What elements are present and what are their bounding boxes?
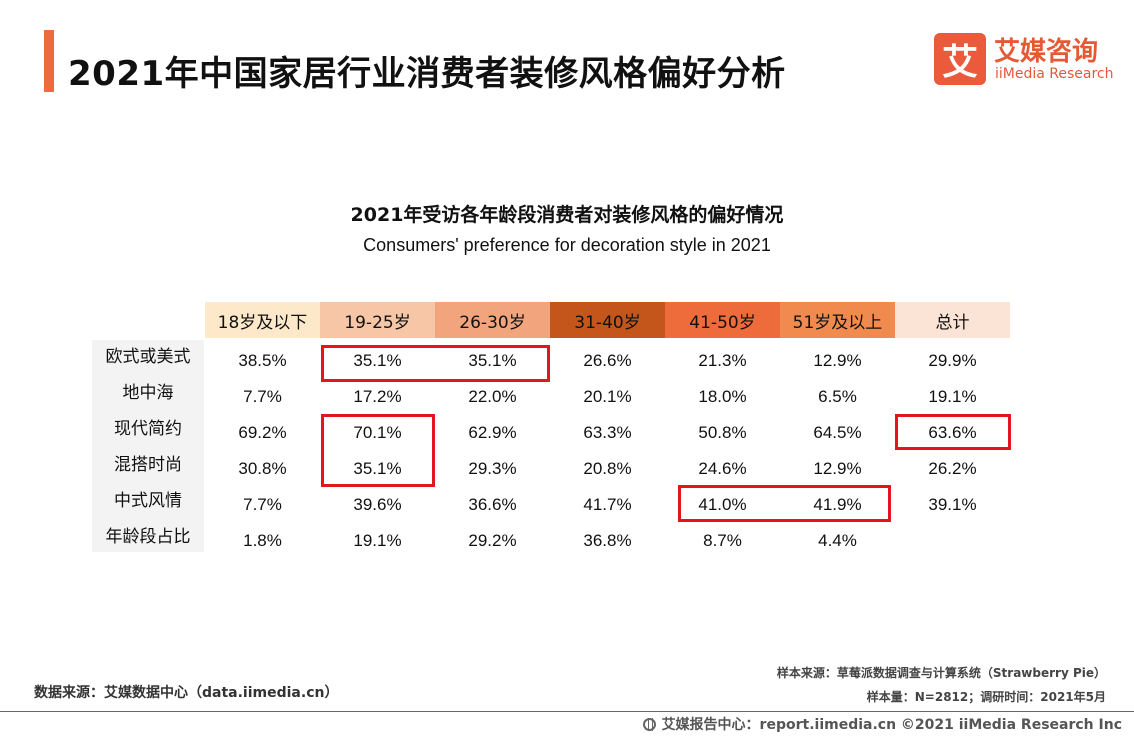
table-cell: 22.0% bbox=[468, 387, 517, 406]
table-cell: 70.1% bbox=[353, 423, 402, 442]
row-label: 中式风情 bbox=[114, 490, 182, 511]
column-header: 41-50岁 bbox=[665, 302, 780, 338]
table-cell: 21.3% bbox=[698, 351, 747, 370]
table-cell: 30.8% bbox=[238, 459, 287, 478]
table-cell: 39.6% bbox=[353, 495, 402, 514]
table-cell: 4.4% bbox=[818, 531, 857, 550]
sample-size: 样本量：N=2812；调研时间：2021年5月 bbox=[866, 690, 1106, 704]
table-cell: 69.2% bbox=[238, 423, 287, 442]
table-cell: 26.2% bbox=[928, 459, 977, 478]
page-title: 2021年中国家居行业消费者装修风格偏好分析 bbox=[68, 54, 786, 94]
column-header: 26-30岁 bbox=[435, 302, 550, 338]
table-cell: 38.5% bbox=[238, 351, 287, 370]
highlight-box-european-19-30 bbox=[321, 345, 550, 382]
table-cell: 41.0% bbox=[698, 495, 747, 514]
table-cell: 35.1% bbox=[468, 351, 517, 370]
highlight-box-total-modern bbox=[895, 414, 1011, 450]
sample-source: 样本来源：草莓派数据调查与计算系统（Strawberry Pie） bbox=[776, 666, 1106, 680]
chart-title: 2021年受访各年龄段消费者对装修风格的偏好情况 bbox=[350, 204, 784, 226]
row-label: 混搭时尚 bbox=[114, 454, 182, 475]
table-cell: 63.6% bbox=[928, 423, 977, 442]
table-cell: 20.1% bbox=[583, 387, 632, 406]
table-cell: 1.8% bbox=[243, 531, 282, 550]
table-cell: 19.1% bbox=[353, 531, 402, 550]
logo-english-name: iiMedia Research bbox=[995, 66, 1114, 82]
table-cell: 17.2% bbox=[353, 387, 402, 406]
column-header: 总计 bbox=[895, 302, 1010, 338]
table-cell: 41.9% bbox=[813, 495, 862, 514]
table-cell: 6.5% bbox=[818, 387, 857, 406]
chart-subtitle: Consumers' preference for decoration sty… bbox=[363, 235, 771, 255]
table-cell: 20.8% bbox=[583, 459, 632, 478]
data-source: 数据来源：艾媒数据中心（data.iimedia.cn） bbox=[34, 685, 339, 701]
footer-bar: 艾媒报告中心：report.iimedia.cn ©2021 iiMedia R… bbox=[642, 714, 1122, 734]
table-cell: 29.3% bbox=[468, 459, 517, 478]
table-cell: 35.1% bbox=[353, 459, 402, 478]
table-cell: 8.7% bbox=[703, 531, 742, 550]
table-cell: 50.8% bbox=[698, 423, 747, 442]
column-header: 19-25岁 bbox=[320, 302, 435, 338]
table-cell bbox=[895, 523, 1010, 559]
table-cell: 39.1% bbox=[928, 495, 977, 514]
column-header: 31-40岁 bbox=[550, 302, 665, 338]
table-cell: 7.7% bbox=[243, 495, 282, 514]
table-cell: 36.8% bbox=[583, 531, 632, 550]
report-center-text: 艾媒报告中心：report.iimedia.cn ©2021 iiMedia R… bbox=[661, 717, 1122, 733]
table-cell: 63.3% bbox=[583, 423, 632, 442]
row-label: 现代简约 bbox=[114, 418, 182, 439]
table-cell: 26.6% bbox=[583, 351, 632, 370]
column-header: 18岁及以下 bbox=[205, 302, 320, 338]
row-label: 欧式或美式 bbox=[105, 346, 191, 367]
table-cell: 19.1% bbox=[928, 387, 977, 406]
table-cell: 36.6% bbox=[468, 495, 517, 514]
table-cell: 24.6% bbox=[698, 459, 747, 478]
logo-mark: 艾 bbox=[934, 33, 986, 85]
highlight-box-19-25-modern-mixed bbox=[321, 414, 435, 487]
table-cell: 29.2% bbox=[468, 531, 517, 550]
table-cell: 62.9% bbox=[468, 423, 517, 442]
column-header: 51岁及以上 bbox=[780, 302, 895, 338]
table-cell: 12.9% bbox=[813, 351, 862, 370]
table-cell: 29.9% bbox=[928, 351, 977, 370]
highlight-box-chinese-41-plus bbox=[678, 485, 891, 522]
globe-icon bbox=[642, 717, 656, 731]
footer-divider bbox=[0, 711, 1134, 712]
logo-chinese-name: 艾媒咨询 bbox=[994, 37, 1099, 67]
table-cell: 64.5% bbox=[813, 423, 862, 442]
table-cell: 35.1% bbox=[353, 351, 402, 370]
row-label: 年龄段占比 bbox=[105, 526, 191, 547]
row-label-background bbox=[92, 340, 204, 552]
table-cell: 7.7% bbox=[243, 387, 282, 406]
table-cell: 41.7% bbox=[583, 495, 632, 514]
row-label: 地中海 bbox=[122, 382, 174, 403]
table-cell: 18.0% bbox=[698, 387, 747, 406]
title-accent-bar bbox=[44, 30, 54, 92]
iimedia-logo: 艾 艾媒咨询 iiMedia Research bbox=[934, 31, 1114, 87]
table-cell: 12.9% bbox=[813, 459, 862, 478]
